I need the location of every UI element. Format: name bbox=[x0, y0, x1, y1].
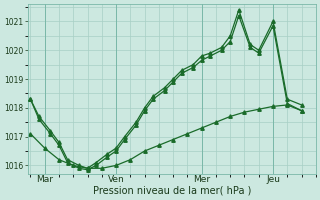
X-axis label: Pression niveau de la mer( hPa ): Pression niveau de la mer( hPa ) bbox=[92, 186, 251, 196]
